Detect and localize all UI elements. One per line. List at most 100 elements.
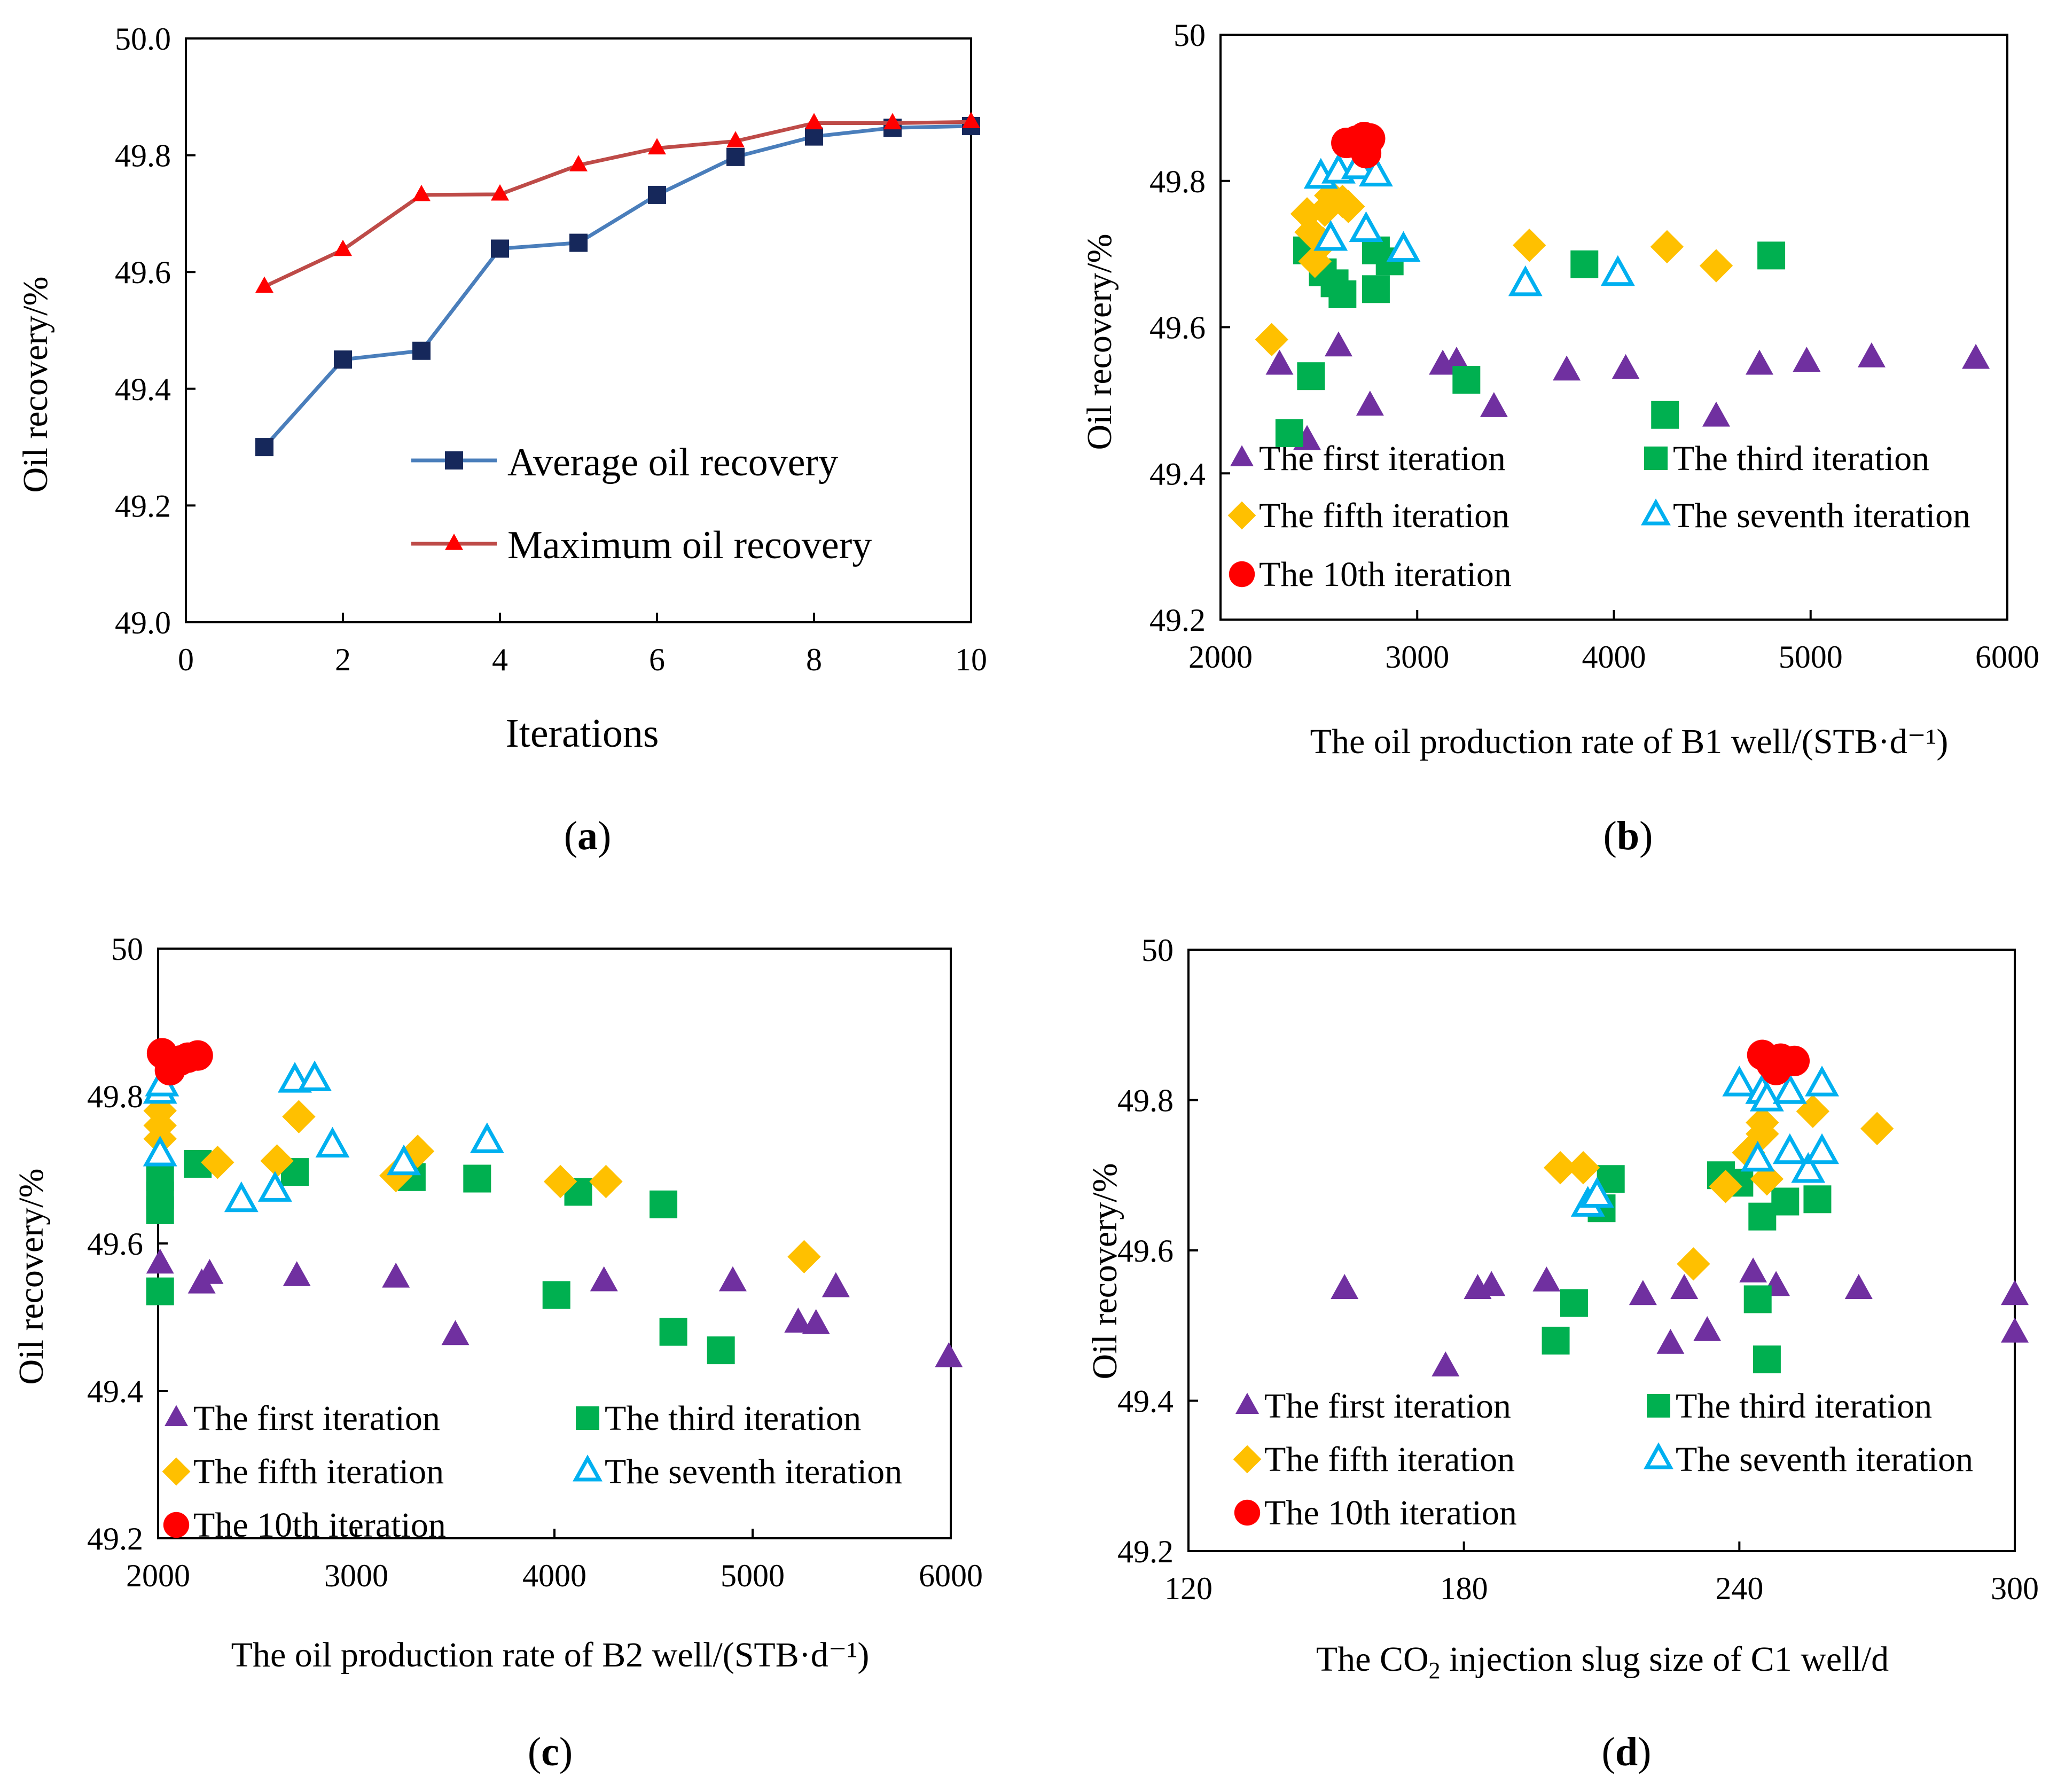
panel-d-x-tick-label: 180 bbox=[1440, 1571, 1488, 1606]
panel-a-data-point bbox=[334, 239, 352, 256]
panel-b-data-point-series-3 bbox=[1294, 215, 1328, 249]
panel-d-data-point-series-1 bbox=[1432, 1351, 1460, 1376]
panel-d-y-tick-label: 49.2 bbox=[1117, 1534, 1174, 1569]
panel-a-series-line-2 bbox=[263, 120, 972, 288]
panel-b-data-point-series-2 bbox=[1362, 275, 1390, 303]
panel-c-x-tick-label: 5000 bbox=[721, 1558, 785, 1593]
panel-c-data-point-series-2 bbox=[707, 1336, 735, 1365]
panel-d-data-point-series-4 bbox=[1579, 1177, 1614, 1208]
panel-a-data-point bbox=[726, 147, 745, 166]
panel-b-data-point-series-4 bbox=[1508, 265, 1543, 296]
panel-d-data-point-series-5 bbox=[1779, 1045, 1810, 1076]
panel-b-data-point-series-2 bbox=[1757, 241, 1786, 270]
panel-a-plot-frame bbox=[185, 37, 972, 623]
panel-c-y-tick-label: 49.2 bbox=[87, 1521, 143, 1556]
panel-b-data-point-series-1 bbox=[1962, 343, 1990, 369]
panel-a-x-tick-label: 2 bbox=[335, 642, 351, 677]
panel-b-legend-label-4: The seventh iteration bbox=[1673, 496, 1970, 535]
panel-c-data-point-series-3 bbox=[543, 1164, 577, 1199]
panel-b-legend-marker-2 bbox=[1644, 447, 1668, 470]
panel-a-data-point bbox=[805, 127, 823, 146]
panel-a-data-point bbox=[255, 438, 273, 457]
panel-d-x-tick-label: 120 bbox=[1164, 1571, 1213, 1606]
panel-b-data-point-series-3 bbox=[1699, 249, 1733, 283]
panel-a-data-point bbox=[883, 113, 902, 130]
panel-d-legend-label-1: The first iteration bbox=[1264, 1387, 1511, 1426]
panel-c-x-tick-label: 6000 bbox=[919, 1558, 983, 1593]
panel-a-data-point bbox=[805, 113, 823, 130]
panel-c-data-point-series-1 bbox=[802, 1309, 830, 1334]
panel-a-x-axis-label: Iterations bbox=[505, 711, 659, 756]
panel-b-data-point-series-2 bbox=[1570, 250, 1599, 278]
panel-d-legend-marker-5 bbox=[1234, 1499, 1261, 1526]
panel-d-y-tick-label: 50 bbox=[1141, 933, 1174, 968]
panel-b-data-point-series-1 bbox=[1612, 354, 1640, 379]
panel-b-legend-label-2: The third iteration bbox=[1673, 439, 1929, 478]
panel-b-data-point-series-4 bbox=[1600, 255, 1635, 286]
panel-b-y-tick-label: 49.2 bbox=[1149, 602, 1206, 638]
panel-b-data-point-series-2 bbox=[1328, 280, 1357, 308]
panel-c-legend-marker-2 bbox=[576, 1406, 599, 1430]
panel-c-data-point-series-1 bbox=[146, 1248, 174, 1274]
panel-a-legend-marker-1 bbox=[445, 451, 463, 469]
panel-a-data-point bbox=[648, 185, 666, 204]
panel-d-data-point-series-4 bbox=[1772, 1133, 1807, 1164]
panel-d-data-point-series-2 bbox=[1771, 1187, 1800, 1216]
panel-b-letter: b bbox=[1617, 813, 1639, 858]
panel-d-legend-marker-2 bbox=[1647, 1394, 1670, 1418]
panel-c-x-axis-label: The oil production rate of B2 well/(STB·… bbox=[231, 1636, 870, 1674]
panel-a-x-tick-label: 0 bbox=[178, 642, 194, 677]
panel-a-data-point bbox=[726, 131, 745, 147]
panel-c-x-tick-label: 4000 bbox=[522, 1558, 586, 1593]
panel-c-data-point-series-2 bbox=[146, 1163, 174, 1191]
panel-d: The CO2 injection slug size of C1 well/d… bbox=[1085, 933, 2039, 1774]
panel-a: Iterations Oil recovery/% Average oil re… bbox=[16, 21, 987, 858]
panel-d-data-point-series-2 bbox=[1542, 1326, 1570, 1355]
panel-c-y-tick-label: 49.6 bbox=[87, 1226, 143, 1262]
panel-d-legend-label-4: The seventh iteration bbox=[1676, 1440, 1973, 1479]
panel-d-legend-marker-4 bbox=[1644, 1442, 1673, 1469]
panel-d-data-point-series-3 bbox=[1860, 1112, 1894, 1146]
panel-d-data-point-series-1 bbox=[1629, 1280, 1657, 1305]
panel-b-data-point-series-2 bbox=[1452, 366, 1481, 394]
panel-d-legend-marker-1 bbox=[1235, 1392, 1259, 1414]
panel-d-data-point-series-1 bbox=[1477, 1271, 1506, 1296]
panel-b-data-point-series-3 bbox=[1332, 190, 1365, 223]
panel-b-x-tick-label: 3000 bbox=[1385, 639, 1449, 675]
panel-c-legend-label-4: The seventh iteration bbox=[605, 1452, 902, 1491]
panel-a-y-axis-label: Oil recovery/% bbox=[16, 277, 55, 493]
panel-c-data-point-series-1 bbox=[935, 1342, 963, 1367]
panel-c-y-axis-label: Oil recovery/% bbox=[12, 1169, 51, 1385]
panel-a-data-point bbox=[569, 233, 588, 252]
panel-a-x-tick-label: 6 bbox=[649, 642, 665, 677]
panel-b-legend-marker-4 bbox=[1641, 498, 1671, 526]
panel-c-legend-label-2: The third iteration bbox=[605, 1399, 861, 1438]
panel-d-y-tick-label: 49.8 bbox=[1117, 1083, 1174, 1118]
panel-d-data-point-series-3 bbox=[1543, 1151, 1577, 1185]
panel-d-data-point-series-1 bbox=[2001, 1317, 2029, 1343]
panel-b-label: (b) bbox=[1603, 813, 1653, 858]
panel-b: The oil production rate of B1 well/(STB·… bbox=[1080, 18, 2039, 858]
panel-c: The oil production rate of B2 well/(STB·… bbox=[12, 932, 983, 1774]
panel-c-data-point-series-4 bbox=[298, 1060, 332, 1091]
panel-a-data-point bbox=[412, 184, 431, 201]
panel-c-y-tick-label: 49.8 bbox=[87, 1079, 143, 1114]
panel-b-y-tick-label: 49.8 bbox=[1149, 164, 1206, 199]
panel-b-data-point-series-1 bbox=[1793, 347, 1821, 372]
panel-c-data-point-series-3 bbox=[282, 1100, 316, 1133]
panel-b-legend-marker-3 bbox=[1227, 501, 1256, 530]
panel-b-data-point-series-1 bbox=[1702, 401, 1730, 427]
panel-d-data-point-series-1 bbox=[1739, 1257, 1767, 1283]
panel-a-data-point bbox=[491, 239, 509, 258]
panel-a-label: (a) bbox=[564, 813, 612, 858]
panel-b-x-tick-label: 2000 bbox=[1188, 639, 1253, 675]
panel-d-data-point-series-1 bbox=[1656, 1328, 1685, 1354]
panel-a-x-tick-label: 4 bbox=[492, 642, 508, 677]
panel-c-letter: c bbox=[541, 1730, 559, 1774]
panel-b-data-point-series-1 bbox=[1480, 392, 1508, 417]
panel-a-x-tick-label: 10 bbox=[955, 642, 987, 677]
panel-d-y-tick-label: 49.4 bbox=[1117, 1384, 1174, 1419]
panel-c-data-point-series-3 bbox=[379, 1159, 413, 1193]
panel-d-data-point-series-1 bbox=[1844, 1274, 1873, 1299]
panel-c-legend-marker-4 bbox=[573, 1454, 603, 1482]
